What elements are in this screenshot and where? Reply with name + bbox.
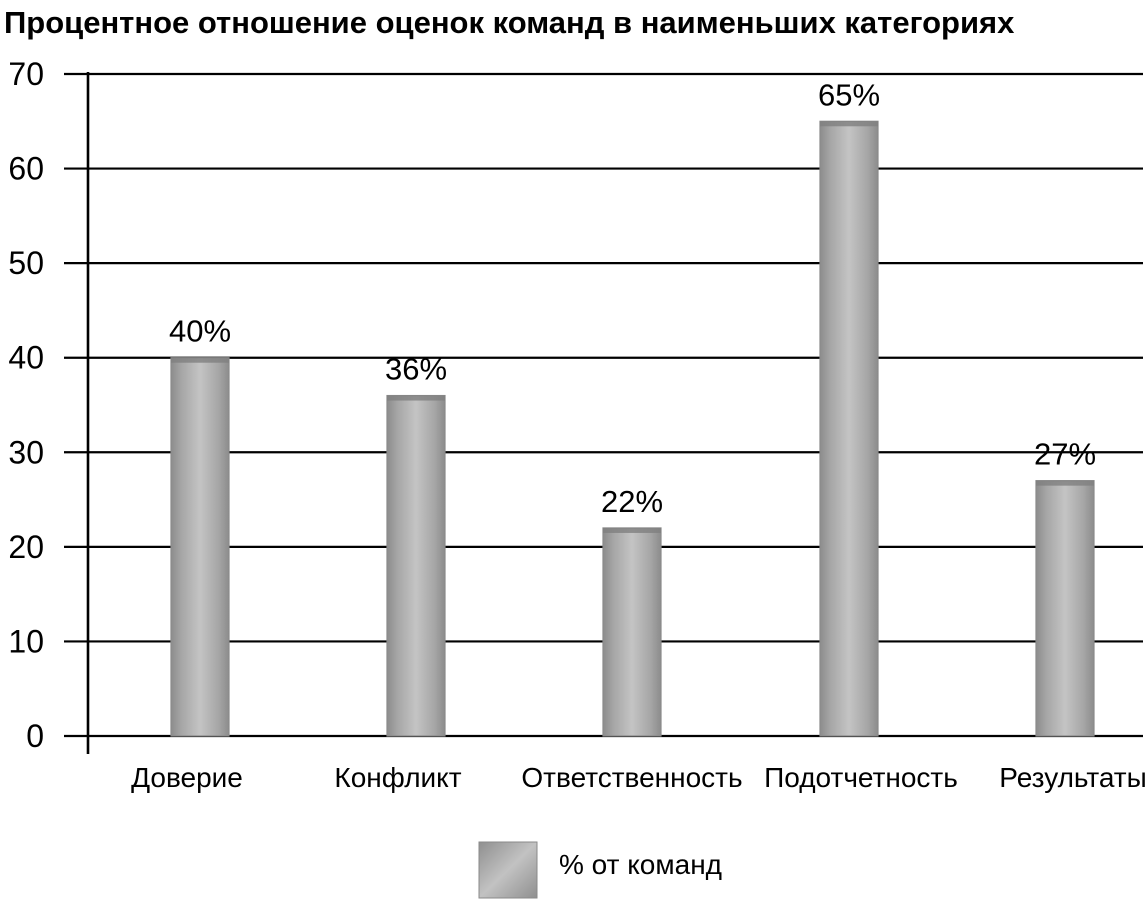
y-tick-label: 70 [8, 56, 44, 92]
y-axis-tick-labels: 0 10 20 30 40 50 60 70 [8, 56, 44, 754]
bar-cap [387, 395, 445, 401]
y-tick-label: 50 [8, 245, 44, 281]
data-label: 40% [169, 314, 231, 349]
x-category-label: Подотчетность [764, 762, 958, 793]
x-category-label: Конфликт [334, 762, 461, 793]
bar [819, 120, 879, 737]
legend: % от команд [478, 841, 722, 899]
legend-swatch [478, 841, 538, 899]
y-tick-label: 30 [8, 434, 44, 470]
data-label: 27% [1034, 437, 1096, 472]
data-label: 65% [818, 77, 880, 112]
y-tick-label: 40 [8, 340, 44, 376]
bar [602, 527, 662, 737]
legend-label: % от команд [559, 849, 722, 880]
x-category-label: Результаты [999, 762, 1146, 793]
bar-cap [1036, 480, 1094, 486]
bar [170, 357, 230, 737]
x-category-label: Ответственность [521, 762, 742, 793]
x-axis-category-labels: Доверие Конфликт Ответственность Подотчетно… [131, 762, 1146, 793]
bar-cap [603, 527, 661, 533]
y-tick-label: 60 [8, 151, 44, 187]
bar-cap [820, 121, 878, 127]
bar [1035, 480, 1095, 737]
x-category-label: Доверие [131, 762, 243, 793]
bar [386, 394, 446, 737]
data-label: 36% [385, 352, 447, 387]
chart-title: Процентное отношение оценок команд в наи… [4, 5, 1015, 40]
y-tick-label: 0 [26, 718, 44, 754]
data-label: 22% [601, 484, 663, 519]
y-tick-label: 20 [8, 529, 44, 565]
y-tick-label: 10 [8, 623, 44, 659]
bars [170, 120, 1095, 737]
bar-cap [171, 357, 229, 363]
data-labels: 40% 36% 22% 65% 27% [169, 77, 1096, 519]
